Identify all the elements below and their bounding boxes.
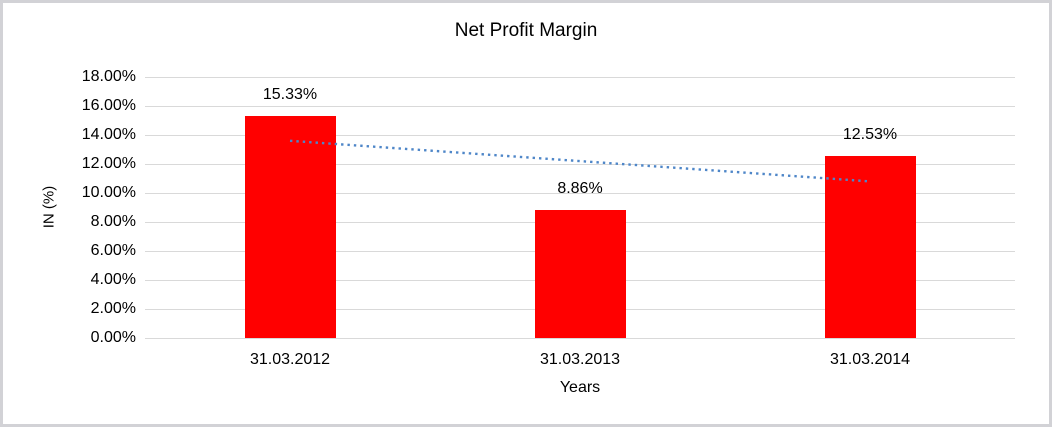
x-tick-label: 31.03.2013 <box>539 351 621 368</box>
gridline <box>145 135 1015 136</box>
x-tick-label: 31.03.2012 <box>249 351 331 368</box>
y-tick-label: 14.00% <box>81 126 136 143</box>
gridline <box>145 164 1015 165</box>
y-tick-label: 16.00% <box>81 97 136 114</box>
bar-value-label: 8.86% <box>557 179 603 197</box>
y-tick-label: 18.00% <box>81 68 136 85</box>
bar-31.03.2012 <box>244 115 336 338</box>
x-axis-title: Years <box>559 379 601 396</box>
chart-title: Net Profit Margin <box>454 20 598 41</box>
gridline <box>145 193 1015 194</box>
y-tick-label: 12.00% <box>81 155 136 172</box>
y-tick-label: 4.00% <box>90 271 136 288</box>
gridline <box>145 338 1015 339</box>
y-tick-label: 0.00% <box>90 329 136 346</box>
y-tick-label: 8.00% <box>90 213 136 230</box>
y-tick-label: 6.00% <box>90 242 136 259</box>
x-tick-label: 31.03.2014 <box>829 351 911 368</box>
bar-31.03.2014 <box>824 156 916 338</box>
plot-area: 15.33% 8.86% 12.53% <box>145 77 1015 339</box>
y-tick-label: 2.00% <box>90 300 136 317</box>
trendline <box>289 139 871 183</box>
bar-value-label: 15.33% <box>262 85 318 103</box>
bar-31.03.2013 <box>534 209 626 338</box>
bar-value-label: 12.53% <box>842 126 898 144</box>
gridline <box>145 106 1015 107</box>
gridline <box>145 77 1015 78</box>
y-tick-label: 10.00% <box>81 184 136 201</box>
